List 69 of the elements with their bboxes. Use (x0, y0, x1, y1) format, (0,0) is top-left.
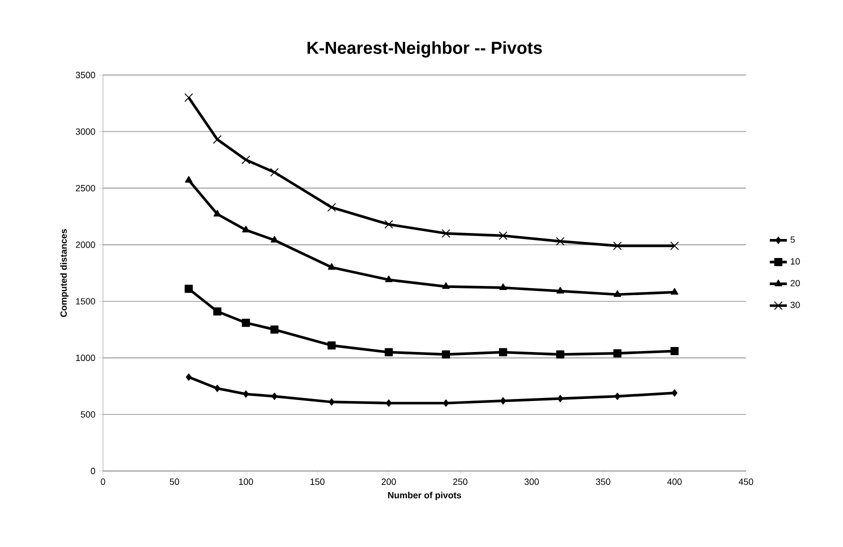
point (327, 203, 336, 212)
point (212, 135, 222, 144)
x-tick-label: 250 (453, 478, 468, 485)
chart-title: K-Nearest-Neighbor -- Pivots (308, 41, 542, 58)
point (186, 373, 192, 381)
legend-label: 30 (790, 302, 800, 308)
point (184, 93, 194, 102)
x-tick-label: 450 (738, 478, 754, 485)
point (270, 326, 279, 334)
point (556, 236, 565, 246)
y-axis-title: Computed distances (60, 229, 69, 317)
point (498, 231, 508, 240)
point (242, 226, 250, 232)
point (270, 236, 278, 243)
point (385, 276, 393, 282)
point (500, 397, 506, 405)
point (556, 350, 564, 359)
point (214, 384, 220, 392)
point (442, 282, 450, 289)
y-tick-label: 2500 (76, 184, 96, 192)
x-tick-label: 350 (596, 478, 610, 485)
point (670, 288, 678, 295)
x-tick-label: 200 (382, 478, 396, 485)
point (384, 348, 393, 356)
point (499, 348, 508, 356)
point (272, 392, 278, 400)
point (442, 350, 450, 359)
point (670, 347, 679, 356)
point (613, 242, 622, 250)
legend-label: 20 (790, 280, 800, 286)
point (670, 242, 679, 250)
point (384, 220, 394, 229)
point (614, 290, 622, 297)
x-tick-label: 50 (170, 478, 180, 485)
x-tick-label: 400 (667, 478, 682, 485)
point (613, 349, 622, 358)
point (242, 318, 250, 327)
x-tick-label: 150 (310, 478, 324, 485)
point (499, 283, 507, 290)
point (270, 168, 279, 177)
point (328, 341, 336, 350)
point (443, 399, 449, 407)
point (672, 389, 678, 397)
x-tick-label: 0 (100, 478, 106, 485)
point (184, 284, 193, 293)
x-tick-label: 100 (239, 478, 254, 485)
y-tick-label: 3500 (76, 72, 96, 78)
y-tick-label: 1500 (76, 298, 96, 304)
point (557, 394, 564, 402)
legend-label: 5 (790, 236, 795, 243)
y-tick-label: 1000 (76, 354, 96, 362)
y-tick-label: 0 (90, 468, 96, 474)
y-tick-label: 2000 (76, 242, 96, 248)
legend-label: 10 (790, 258, 800, 265)
x-axis-title: Number of pivots (388, 492, 462, 500)
point (328, 398, 334, 406)
point (442, 229, 450, 238)
point (328, 263, 336, 270)
x-tick-label: 300 (524, 478, 539, 485)
point (214, 210, 222, 217)
point (556, 286, 564, 294)
point (614, 392, 620, 400)
point (386, 399, 392, 407)
point (213, 307, 222, 316)
point (242, 156, 250, 164)
point (243, 390, 249, 398)
y-tick-label: 3000 (76, 128, 96, 135)
y-tick-label: 500 (80, 411, 96, 418)
point (184, 176, 192, 183)
